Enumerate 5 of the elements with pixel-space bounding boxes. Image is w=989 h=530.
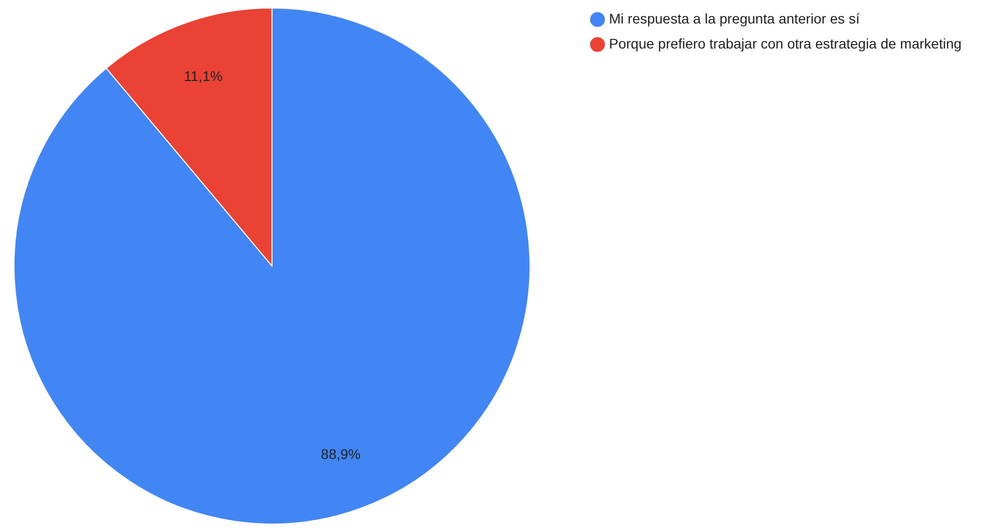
pie-slice [14, 8, 530, 524]
data-label: 88,9% [320, 446, 361, 462]
data-label: 11,1% [184, 68, 223, 84]
legend-label: Mi respuesta a la pregunta anterior es sí [609, 10, 860, 26]
legend-label: Porque prefiero trabajar con otra estrategia de marketing [609, 36, 962, 52]
